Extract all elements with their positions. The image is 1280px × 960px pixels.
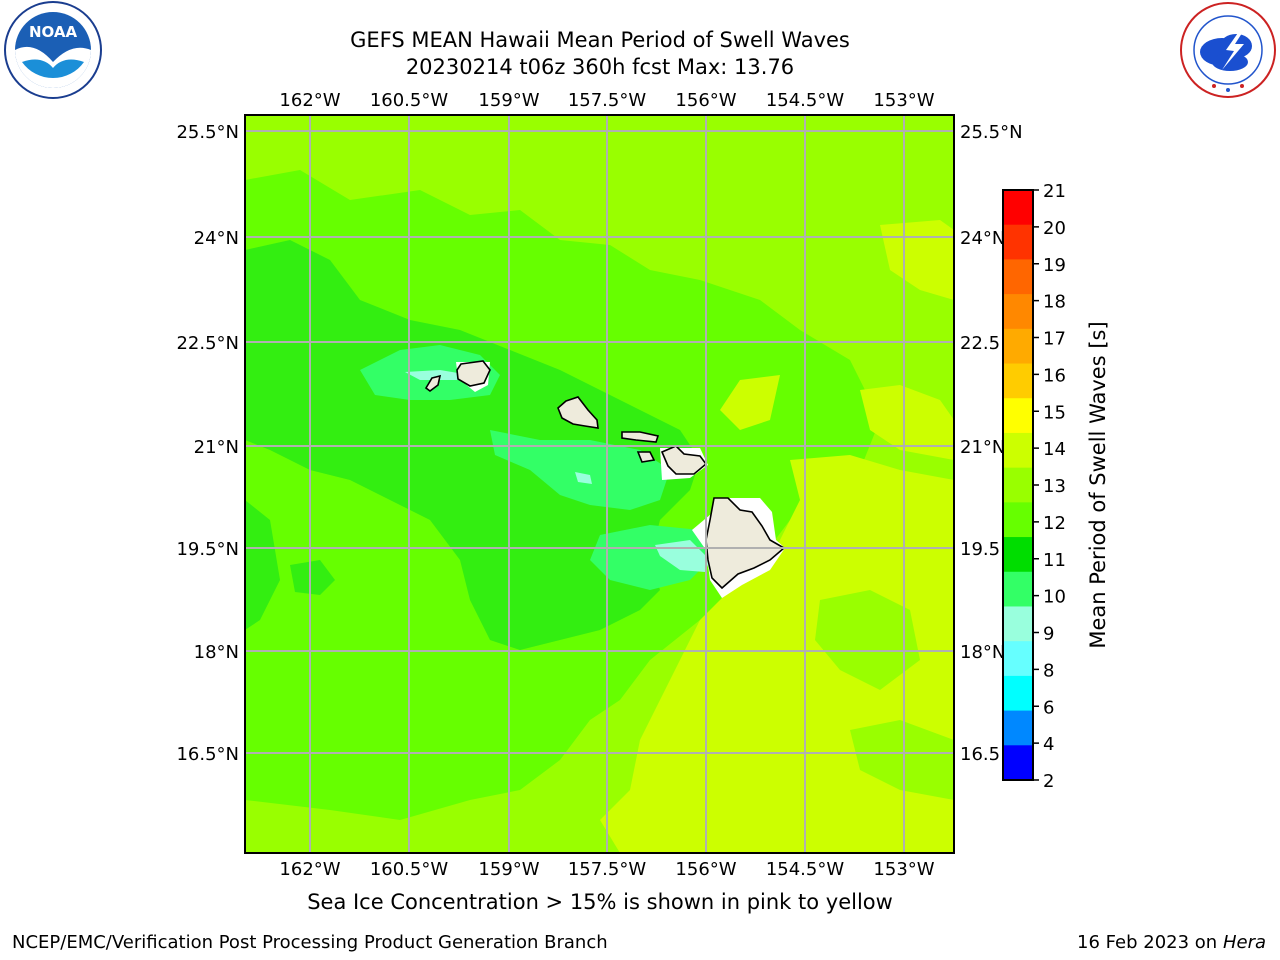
swell-period-field	[245, 115, 954, 853]
colorbar-tick-label: 2	[1043, 771, 1054, 792]
colorbar-segment	[1003, 432, 1033, 469]
field-11-12s-west	[245, 500, 280, 630]
lon-label: 159°W	[478, 90, 539, 111]
colorbar-tick-label: 19	[1043, 255, 1066, 276]
colorbar-segment	[1003, 571, 1033, 607]
colorbar-segment	[1003, 745, 1033, 781]
footer-host: Hera	[1222, 932, 1266, 953]
colorbar-tick-label: 18	[1043, 292, 1066, 313]
lat-label: 21°N	[960, 437, 1005, 458]
island-niihau	[424, 374, 442, 392]
colorbar-segment	[1003, 398, 1033, 434]
lat-label: 24°N	[960, 228, 1005, 249]
colorbar-tick-label: 11	[1043, 550, 1066, 571]
sea-ice-note: Sea Ice Concentration > 15% is shown in …	[307, 890, 893, 914]
colorbar-segment	[1003, 259, 1033, 295]
lat-label: 16.5°N	[176, 744, 239, 765]
lat-label: 24°N	[194, 228, 239, 249]
footer-credit: NCEP/EMC/Verification Post Processing Pr…	[12, 932, 608, 953]
map-frame	[244, 114, 955, 854]
island-lanai	[636, 451, 656, 463]
lat-label: 22.5	[960, 333, 1000, 354]
lon-label: 160.5°W	[370, 90, 449, 111]
lat-label: 19.5°N	[176, 539, 239, 560]
colorbar-segment	[1003, 641, 1033, 677]
field-14-15s-east	[880, 220, 954, 300]
field-10-11s-lee	[590, 525, 710, 590]
noaa-logo-text: NOAA	[29, 23, 78, 41]
colorbar-segment	[1003, 294, 1033, 330]
lat-label: 25.5°N	[960, 122, 1023, 143]
lon-label: 160.5°W	[370, 859, 449, 880]
lon-label: 157.5°W	[568, 859, 647, 880]
field-13-14s-pocket	[815, 590, 920, 690]
footer-date-text: 16 Feb 2023 on	[1077, 932, 1218, 953]
lon-label: 153°W	[873, 90, 934, 111]
nws-logo-icon	[1180, 2, 1276, 98]
colorbar-segment	[1003, 675, 1033, 712]
lat-labels-right: 25.5°N 24°N 22.5 21°N 19.5 18°N 16.5	[960, 122, 1023, 765]
noaa-logo-icon: NOAA	[4, 1, 102, 99]
lat-label: 25.5°N	[176, 122, 239, 143]
colorbar-segment	[1003, 606, 1033, 642]
map-gridlines	[245, 115, 954, 853]
colorbar-tick-label: 15	[1043, 402, 1066, 423]
field-14-15s-east2	[860, 385, 954, 460]
island-kauai	[456, 360, 491, 387]
field-9-10s-patch	[575, 472, 592, 484]
colorbar-segment	[1003, 467, 1033, 503]
colorbar-tick-label: 16	[1043, 365, 1066, 386]
colorbar-tick-label: 10	[1043, 587, 1066, 608]
lat-label: 18°N	[194, 642, 239, 663]
colorbar-tick-label: 14	[1043, 439, 1066, 460]
lat-labels-left: 25.5°N 24°N 22.5°N 21°N 19.5°N 18°N 16.5…	[176, 122, 239, 765]
colorbar-tick-label: 13	[1043, 476, 1066, 497]
lat-label: 16.5	[960, 744, 1000, 765]
lon-labels-top: 162°W 160.5°W 159°W 157.5°W 156°W 154.5°…	[279, 90, 934, 111]
lon-label: 156°W	[675, 859, 736, 880]
colorbar-tick-label: 17	[1043, 329, 1066, 350]
lon-labels-bottom: 162°W 160.5°W 159°W 157.5°W 156°W 154.5°…	[279, 859, 934, 880]
chart-subtitle-run-info: 20230214 t06z 360h fcst Max: 13.76	[405, 55, 795, 79]
colorbar-tick-label: 6	[1043, 697, 1054, 718]
colorbar-tick-label: 12	[1043, 513, 1066, 534]
colorbar-segment	[1003, 363, 1033, 399]
colorbar-tick-label: 20	[1043, 218, 1066, 239]
colorbar-segment	[1003, 190, 1033, 226]
lon-label: 162°W	[279, 90, 340, 111]
colorbar-segment	[1003, 710, 1033, 746]
colorbar-label: Mean Period of Swell Waves [s]	[1086, 321, 1110, 648]
field-14-15s-central	[720, 375, 780, 430]
field-13-14s-pocket2	[850, 720, 954, 800]
lon-label: 162°W	[279, 859, 340, 880]
lon-label: 153°W	[873, 859, 934, 880]
colorbar-segment	[1003, 224, 1033, 260]
lon-label: 156°W	[675, 90, 736, 111]
island-oahu	[557, 396, 599, 429]
lon-label: 154.5°W	[766, 90, 845, 111]
colorbar-segment	[1003, 502, 1033, 538]
chart-title: GEFS MEAN Hawaii Mean Period of Swell Wa…	[350, 28, 850, 52]
lat-label: 18°N	[960, 642, 1005, 663]
colorbar-tick-label: 8	[1043, 660, 1054, 681]
colorbar-tick-label: 21	[1043, 181, 1066, 202]
island-molokai	[621, 431, 660, 443]
colorbar-segment	[1003, 537, 1033, 573]
lon-label: 157.5°W	[568, 90, 647, 111]
colorbar-tick-label: 9	[1043, 624, 1054, 645]
lat-label: 21°N	[194, 437, 239, 458]
colorbar-segment	[1003, 328, 1033, 365]
lon-label: 159°W	[478, 859, 539, 880]
field-9-10s-kauai	[405, 370, 470, 380]
colorbar: 21 20 19 18 17 16 15 14 13 12 11 10 9 8 6 4 2	[1002, 181, 1066, 792]
field-10-11s-channel	[490, 430, 670, 510]
colorbar-tick-label: 4	[1043, 734, 1054, 755]
lat-label: 22.5°N	[176, 333, 239, 354]
lat-label: 19.5	[960, 539, 1000, 560]
lon-label: 154.5°W	[766, 859, 845, 880]
footer-date: 16 Feb 2023 on Hera	[1077, 932, 1266, 953]
field-11-12s-patch	[290, 560, 335, 595]
